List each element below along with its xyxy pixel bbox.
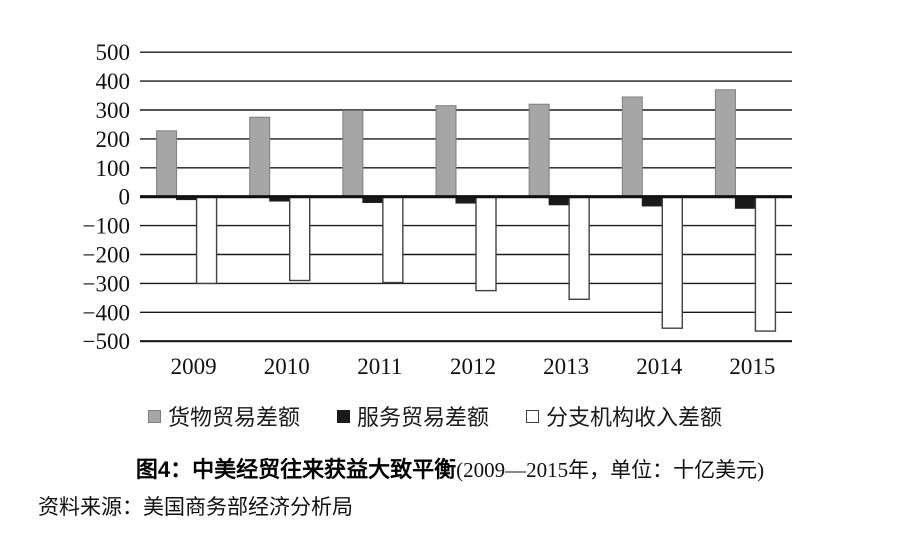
svg-text:−500: −500 xyxy=(83,329,130,354)
legend-item-goods: 货物贸易差额 xyxy=(148,400,300,432)
legend-item-services: 服务贸易差额 xyxy=(337,400,489,432)
svg-text:2010: 2010 xyxy=(264,354,310,379)
legend-swatch-services-icon xyxy=(337,409,351,423)
svg-text:200: 200 xyxy=(96,127,131,152)
svg-text:2013: 2013 xyxy=(543,354,589,379)
svg-text:500: 500 xyxy=(96,40,131,65)
svg-text:300: 300 xyxy=(96,98,131,123)
svg-text:2011: 2011 xyxy=(357,354,402,379)
figure-title: 图4：中美经贸往来获益大致平衡(2009—2015年，单位：十亿美元) xyxy=(0,456,900,487)
svg-text:−400: −400 xyxy=(83,300,130,325)
chart-legend: 货物贸易差额 服务贸易差额 分支机构收入差额 xyxy=(148,400,722,432)
svg-text:2015: 2015 xyxy=(729,354,775,379)
svg-text:2012: 2012 xyxy=(450,354,496,379)
legend-swatch-affiliates-icon xyxy=(526,409,540,423)
svg-text:400: 400 xyxy=(96,69,131,94)
legend-label-goods: 货物贸易差额 xyxy=(168,405,301,430)
svg-text:2014: 2014 xyxy=(636,354,683,379)
legend-label-services: 服务贸易差额 xyxy=(357,405,490,430)
svg-text:−100: −100 xyxy=(83,214,130,239)
svg-text:−300: −300 xyxy=(83,271,130,296)
legend-item-affiliates: 分支机构收入差额 xyxy=(526,400,722,432)
legend-swatch-goods-icon xyxy=(148,409,161,423)
source-note: 资料来源：美国商务部经济分析局 xyxy=(38,495,353,519)
svg-text:−200: −200 xyxy=(83,243,130,268)
figure-title-note: (2009—2015年，单位：十亿美元) xyxy=(456,458,765,482)
legend-label-affiliates: 分支机构收入差额 xyxy=(546,405,723,430)
svg-text:100: 100 xyxy=(96,156,131,181)
svg-text:0: 0 xyxy=(119,185,131,210)
svg-text:2009: 2009 xyxy=(171,354,217,379)
figure-title-main: 图4：中美经贸往来获益大致平衡 xyxy=(135,457,457,482)
